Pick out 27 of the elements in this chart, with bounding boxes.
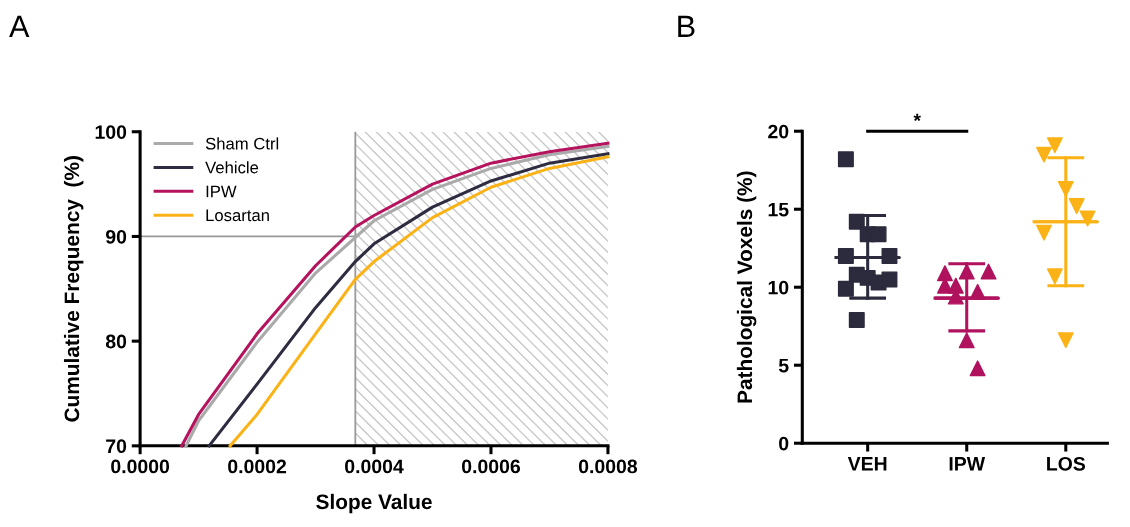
x-tick-label: 0.0004	[345, 459, 404, 474]
y-axis-title: Cumulative Frequency (%)	[63, 156, 84, 422]
x-tick-label: 0.0002	[228, 459, 287, 474]
x-tick-label: LOS	[1047, 456, 1086, 471]
y-tick-label: 80	[105, 334, 127, 349]
legend-label: IPW	[206, 185, 237, 198]
x-tick-label: 0.0000	[111, 459, 170, 474]
y-tick-label: 10	[768, 280, 789, 295]
x-tick-label: IPW	[949, 457, 986, 471]
x-axis-title: Slope Value	[316, 493, 432, 514]
y-tick-label: 5	[778, 358, 789, 373]
legend-label: Vehicle	[205, 161, 259, 174]
y-tick-label: 20	[768, 124, 789, 139]
text: *	[913, 113, 921, 122]
x-tick-label: VEH	[847, 457, 887, 471]
x-tick-label: 0.0006	[462, 459, 521, 474]
y-tick-label: 70	[106, 439, 127, 454]
y-tick-label: 90	[105, 229, 127, 244]
text: A	[9, 15, 30, 37]
y-axis-title: Pathological Voxels (%)	[736, 171, 757, 403]
y-tick-label: 100	[95, 125, 127, 139]
x-tick-label: 0.0008	[578, 459, 638, 474]
y-tick-label: 0	[779, 436, 789, 451]
legend-label: Sham Ctrl	[205, 137, 279, 150]
text: B	[678, 15, 695, 37]
y-tick-label: 15	[768, 202, 789, 217]
legend-label: Losartan	[206, 209, 269, 222]
